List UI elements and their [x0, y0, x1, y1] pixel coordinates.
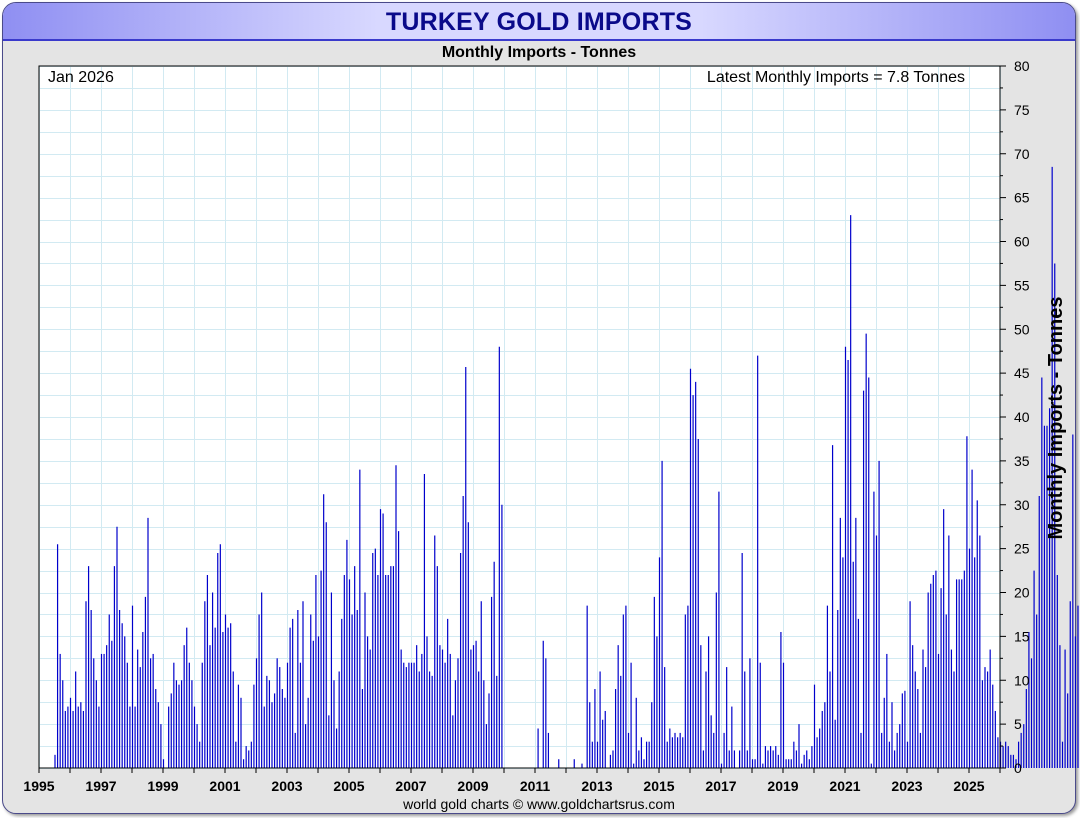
y-tick-label: 35: [1014, 453, 1030, 469]
y-tick-label: 30: [1014, 497, 1030, 513]
x-tick-label: 2003: [271, 778, 302, 794]
x-tick-label: 1999: [147, 778, 178, 794]
x-tick-label: 2013: [581, 778, 612, 794]
y-tick-label: 55: [1014, 277, 1030, 293]
x-tick-label: 2001: [209, 778, 240, 794]
y-tick-label: 20: [1014, 585, 1030, 601]
x-tick-label: 2015: [643, 778, 674, 794]
y-tick-label: 15: [1014, 628, 1030, 644]
y-tick-label: 40: [1014, 409, 1030, 425]
y-axis-title: Monthly Imports - Tonnes: [1045, 297, 1067, 540]
x-tick-label: 2009: [457, 778, 488, 794]
chart-title: TURKEY GOLD IMPORTS: [385, 8, 693, 36]
x-tick-label: 1997: [85, 778, 116, 794]
y-tick-label: 10: [1014, 672, 1030, 688]
y-tick-label: 65: [1014, 190, 1030, 206]
x-tick-label: 2017: [705, 778, 736, 794]
x-tick-label: 2011: [520, 778, 551, 794]
title-bar: TURKEY GOLD IMPORTS: [3, 3, 1075, 41]
bars: [54, 166, 1080, 768]
y-tick-label: 60: [1014, 234, 1030, 250]
y-tick-label: 75: [1014, 102, 1030, 118]
chart-subtitle: Monthly Imports - Tonnes: [441, 44, 637, 61]
x-tick-label: 2005: [333, 778, 364, 794]
x-axis: 1995 1997 1999 2001 2003 2005 2007 2009 2011 2013…: [23, 768, 1001, 794]
y-tick-label: 45: [1014, 365, 1030, 381]
date-annotation: Jan 2026: [48, 69, 114, 86]
footer-credit: world gold charts © www.goldchartsrus.co…: [403, 796, 675, 812]
y-tick-label: 25: [1014, 541, 1030, 557]
x-tick-label: 2025: [953, 778, 984, 794]
x-tick-label: 2007: [395, 778, 426, 794]
y-axis: 0 5 10 15 20 25 30 35 40 45 50 55 60 65 70 75 80: [1000, 58, 1030, 776]
y-tick-label: 50: [1014, 321, 1030, 337]
x-tick-label: 2023: [891, 778, 922, 794]
y-tick-label: 5: [1014, 716, 1022, 732]
x-tick-label: 2021: [829, 778, 860, 794]
latest-annotation: Latest Monthly Imports = 7.8 Tonnes: [707, 69, 965, 86]
y-tick-label: 80: [1014, 58, 1030, 74]
y-tick-label: 0: [1014, 760, 1022, 776]
x-tick-label: 1995: [23, 778, 54, 794]
x-tick-label: 2019: [767, 778, 798, 794]
y-tick-label: 70: [1014, 146, 1030, 162]
